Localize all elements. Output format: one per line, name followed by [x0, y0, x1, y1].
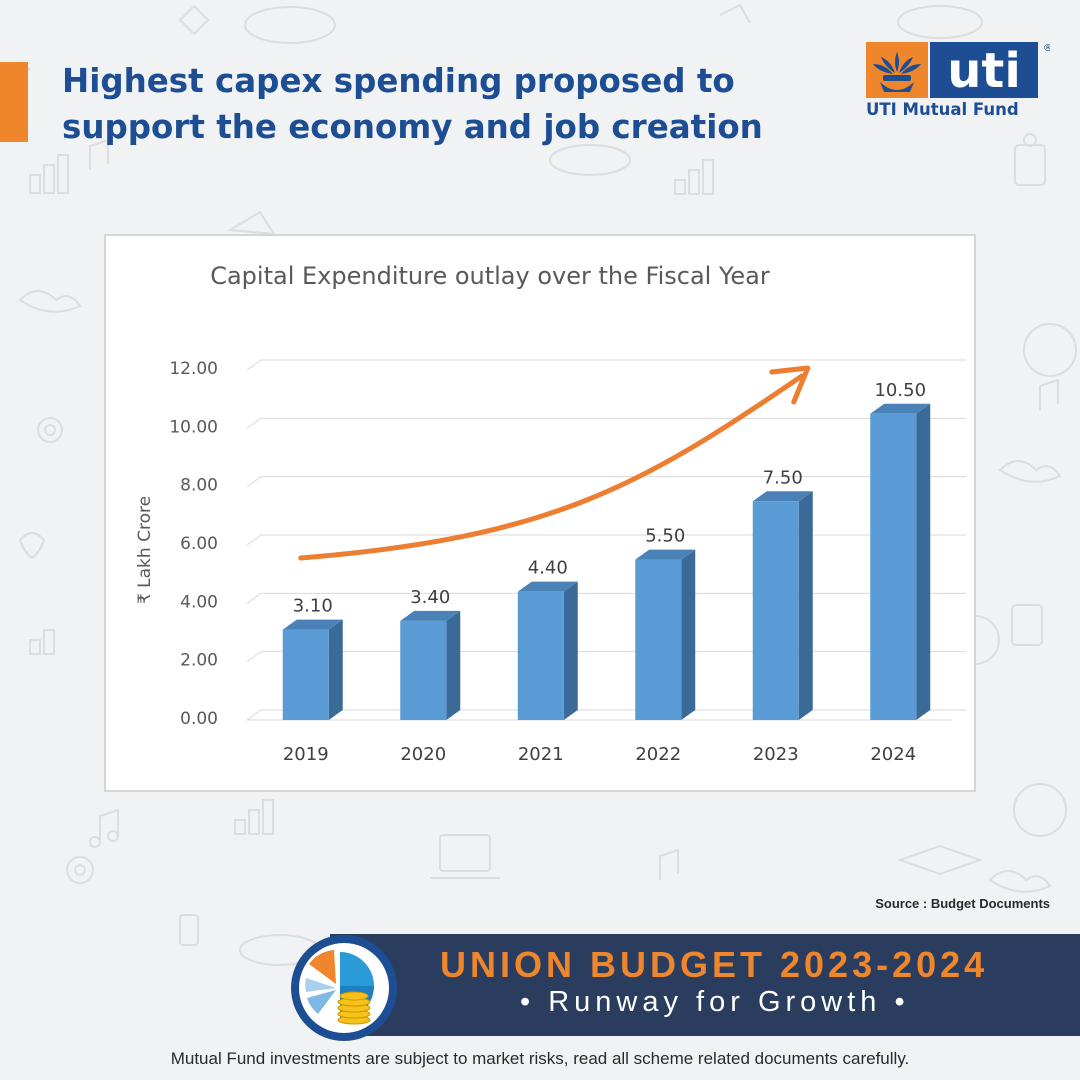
- headline-line-2: support the economy and job creation: [62, 108, 763, 146]
- logo-brand-name: UTI Mutual Fund: [866, 100, 1019, 119]
- headline: Highest capex spending proposed to suppo…: [62, 58, 842, 150]
- bar-front: [517, 591, 564, 720]
- y-tick-label: 4.00: [180, 592, 218, 612]
- chart-title: Capital Expenditure outlay over the Fisc…: [210, 262, 770, 290]
- y-tick-label: 12.00: [169, 359, 218, 379]
- y-axis-label: ₹ Lakh Crore: [135, 496, 155, 604]
- bar-side: [681, 549, 696, 720]
- bar-side: [798, 491, 813, 720]
- gridline: [246, 592, 966, 604]
- bar-2021: [517, 581, 578, 720]
- bar-top: [400, 610, 461, 621]
- chart-card: Capital Expenditure outlay over the Fisc…: [104, 234, 976, 792]
- bar-side: [916, 403, 931, 720]
- y-axis-ticks: 0.00 2.00 4.00 6.00 8.00 10.00 12.00: [169, 359, 218, 729]
- banner-title: UNION BUDGET 2023-2024: [440, 944, 989, 985]
- x-tick-label: 2020: [400, 744, 446, 765]
- registered-mark: ®: [1043, 43, 1050, 54]
- trend-arrow-line: [298, 373, 805, 561]
- capex-bar-chart: Capital Expenditure outlay over the Fisc…: [135, 262, 966, 765]
- x-tick-label: 2022: [635, 744, 681, 765]
- logo-wordmark: uti: [947, 43, 1021, 99]
- pie-coins-icon: [291, 935, 397, 1041]
- data-label: 7.50: [763, 467, 803, 488]
- kalash-icon: [873, 52, 921, 92]
- headline-line-1: Highest capex spending proposed to: [62, 62, 735, 100]
- gridlines: [246, 359, 966, 721]
- trend-arrow-head: [769, 365, 811, 405]
- bar-side: [563, 581, 578, 720]
- bar-top: [282, 619, 343, 630]
- x-tick-label: 2021: [518, 744, 564, 765]
- bar-side: [328, 619, 343, 720]
- gridline: [246, 359, 966, 371]
- data-label: 3.10: [293, 596, 333, 617]
- y-tick-label: 2.00: [180, 651, 218, 671]
- bar-2020: [400, 610, 461, 720]
- bar-2024: [870, 403, 931, 720]
- bars: 3.10 3.40 4.40 5.50 7.50 10.50: [282, 380, 931, 720]
- bar-top: [870, 403, 931, 414]
- y-tick-label: 6.00: [180, 534, 218, 554]
- bar-front: [870, 413, 917, 720]
- data-label: 3.40: [410, 587, 450, 608]
- x-tick-label: 2023: [753, 744, 799, 765]
- bar-2019: [282, 619, 343, 720]
- bar-front: [752, 501, 799, 720]
- gridline: [246, 534, 966, 546]
- bar-front: [400, 620, 447, 720]
- bar-side: [446, 610, 461, 720]
- bar-2023: [752, 491, 813, 720]
- y-tick-label: 10.00: [169, 417, 218, 437]
- disclaimer: Mutual Fund investments are subject to m…: [170, 1049, 910, 1068]
- x-tick-label: 2019: [283, 744, 329, 765]
- bar-front: [282, 629, 329, 720]
- x-tick-label: 2024: [870, 744, 916, 765]
- data-label: 5.50: [645, 526, 685, 547]
- y-tick-label: 0.00: [180, 709, 218, 729]
- trend-arrow: [298, 365, 811, 561]
- data-label: 4.40: [528, 558, 568, 579]
- bar-top: [635, 549, 696, 560]
- y-tick-label: 8.00: [180, 476, 218, 496]
- bar-2022: [635, 549, 696, 720]
- x-axis-labels: 2019 2020 2021 2022 2023 2024: [283, 744, 916, 765]
- source-note: Source : Budget Documents: [875, 896, 1050, 911]
- bar-top: [752, 491, 813, 502]
- uti-logo: uti ® UTI Mutual Fund: [866, 42, 1050, 119]
- banner-subtitle: • Runway for Growth •: [520, 986, 910, 1018]
- budget-banner: [330, 934, 1080, 1036]
- gridline: [246, 651, 966, 663]
- gridline: [246, 709, 966, 721]
- bar-top: [517, 581, 578, 592]
- logo-wordmark-box: [930, 42, 1038, 98]
- gridline: [246, 476, 966, 488]
- headline-accent-bar: [0, 62, 28, 142]
- data-label: 10.50: [874, 380, 926, 401]
- bar-front: [635, 559, 682, 720]
- gridline: [246, 417, 966, 429]
